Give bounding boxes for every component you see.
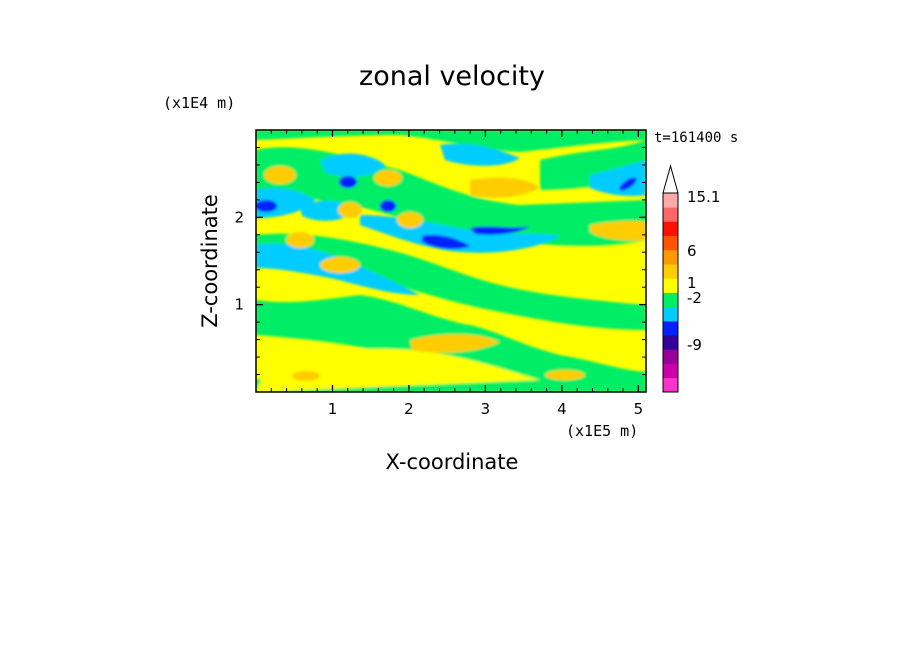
colorbar-swatch: [663, 236, 678, 251]
colorbar-swatch: [663, 221, 678, 236]
colorbar-swatch: [663, 207, 678, 222]
colorbar-swatch: [663, 378, 678, 393]
x-tick-label: 1: [328, 400, 338, 418]
colorbar-swatch: [663, 293, 678, 308]
x-tick-label: 3: [481, 400, 491, 418]
colorbar-swatch: [663, 264, 678, 279]
colorbar-swatch: [663, 193, 678, 208]
x-scale-label: (x1E5 m): [566, 422, 638, 440]
colorbar-swatch: [663, 335, 678, 350]
x-tick-label: 2: [404, 400, 414, 418]
y-tick-label: 1: [234, 296, 244, 314]
colorbar-swatch: [663, 321, 678, 336]
chart-title: zonal velocity: [359, 61, 545, 92]
colorbar-label: -2: [687, 289, 702, 307]
time-label: t=161400 s: [654, 130, 738, 146]
colorbar-extend-arrow: [663, 166, 678, 193]
colorbar-swatch: [663, 307, 678, 322]
colorbar-swatch: [663, 278, 678, 293]
colorbar-label: -9: [687, 336, 702, 354]
colorbar-label: 6: [687, 242, 697, 260]
x-tick-label: 5: [634, 400, 644, 418]
colorbar-swatch: [663, 349, 678, 364]
colorbar-label: 15.1: [687, 188, 720, 206]
contour-field: [255, 130, 646, 392]
x-tick-label: 4: [557, 400, 567, 418]
y-scale-label: (x1E4 m): [163, 94, 235, 112]
y-axis-label: Z-coordinate: [198, 194, 222, 328]
colorbar-swatch: [663, 250, 678, 265]
colorbar: 15.161-2-9: [663, 166, 720, 392]
colorbar-swatch: [663, 364, 678, 379]
y-tick-label: 2: [234, 208, 244, 226]
x-axis-label: X-coordinate: [386, 450, 519, 474]
